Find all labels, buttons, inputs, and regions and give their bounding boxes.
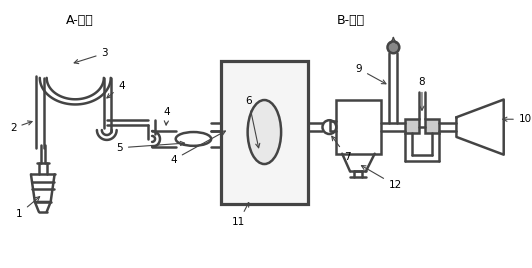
Bar — [405, 119, 419, 133]
Text: 4: 4 — [107, 81, 125, 98]
Bar — [336, 99, 380, 154]
Text: 11: 11 — [232, 203, 249, 227]
Text: 1: 1 — [16, 197, 40, 219]
Bar — [425, 119, 439, 133]
Text: 7: 7 — [332, 136, 351, 162]
Text: 9: 9 — [355, 64, 386, 84]
Bar — [221, 61, 307, 204]
Circle shape — [387, 42, 400, 53]
Text: A-前端: A-前端 — [66, 14, 94, 27]
Text: 4: 4 — [163, 107, 170, 125]
Text: 4: 4 — [170, 131, 226, 165]
Text: 6: 6 — [245, 95, 260, 148]
Text: 3: 3 — [74, 48, 108, 64]
Ellipse shape — [247, 100, 281, 164]
Text: 2: 2 — [10, 121, 32, 133]
Text: 5: 5 — [117, 141, 185, 153]
Text: 12: 12 — [361, 166, 402, 190]
Text: B-后端: B-后端 — [337, 14, 365, 27]
Circle shape — [322, 120, 336, 134]
Text: 8: 8 — [419, 77, 425, 110]
Text: 10: 10 — [503, 114, 532, 124]
